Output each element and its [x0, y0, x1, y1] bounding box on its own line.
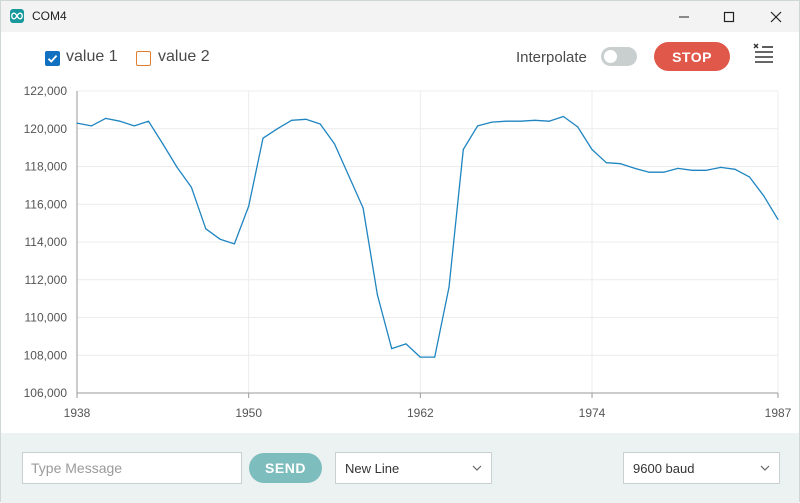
value1-checkbox[interactable] — [45, 51, 60, 66]
x-tick-label: 1962 — [407, 406, 434, 420]
send-button[interactable]: SEND — [249, 453, 322, 483]
y-tick-label: 106,000 — [24, 386, 68, 400]
clear-button[interactable] — [749, 43, 777, 69]
data-point — [147, 120, 150, 122]
clear-list-icon — [753, 43, 773, 63]
data-point — [777, 218, 779, 220]
y-tick-label: 112,000 — [25, 273, 68, 287]
checkmark-icon — [47, 54, 58, 63]
chevron-down-icon — [472, 465, 482, 471]
data-point — [276, 128, 278, 130]
data-point — [305, 118, 307, 120]
data-point — [434, 356, 436, 358]
line-ending-select[interactable]: New Line — [335, 452, 492, 484]
data-point — [605, 162, 607, 164]
line-ending-value: New Line — [345, 460, 400, 476]
data-point — [119, 120, 121, 122]
data-point — [333, 143, 336, 145]
window-title: COM4 — [32, 9, 67, 23]
data-point — [405, 343, 407, 345]
data-point — [634, 167, 636, 169]
baud-rate-select[interactable]: 9600 baud — [623, 452, 780, 484]
data-point — [76, 122, 78, 124]
data-point — [376, 294, 378, 296]
data-point — [763, 195, 765, 197]
title-bar: COM4 — [1, 1, 799, 32]
minimize-button[interactable] — [661, 1, 707, 32]
data-point — [691, 169, 693, 171]
data-point — [190, 186, 192, 188]
data-point — [348, 175, 350, 177]
x-tick-label: 1974 — [579, 406, 606, 420]
maximize-button[interactable] — [706, 1, 752, 32]
data-point — [262, 137, 264, 139]
data-point — [677, 167, 679, 169]
data-point — [391, 348, 393, 350]
x-tick-label: 1987 — [765, 406, 792, 420]
data-point — [176, 166, 178, 168]
message-input[interactable] — [22, 452, 242, 484]
data-point — [419, 356, 421, 358]
minimize-icon — [679, 16, 689, 17]
y-tick-label: 114,000 — [25, 235, 68, 249]
interpolate-label: Interpolate — [516, 49, 587, 66]
data-point — [620, 163, 622, 165]
data-point — [663, 171, 665, 173]
plot-chart: 122,000 120,000 118,000 116,000 114,000 112,0… — [24, 84, 792, 420]
interpolate-toggle[interactable] — [601, 47, 637, 66]
y-tick-label: 122,000 — [24, 84, 68, 98]
baud-rate-value: 9600 baud — [633, 460, 695, 476]
y-tick-label: 120,000 — [24, 122, 68, 136]
y-tick-label: 108,000 — [24, 348, 68, 362]
value2-label[interactable]: value 2 — [158, 48, 210, 65]
data-point — [133, 125, 135, 127]
data-point — [362, 207, 364, 209]
data-point — [562, 115, 565, 118]
data-point — [462, 148, 464, 151]
data-point — [248, 205, 250, 207]
data-point — [162, 143, 164, 145]
data-point — [233, 243, 235, 245]
data-point — [219, 238, 221, 240]
close-icon — [770, 11, 782, 22]
data-point — [548, 120, 550, 122]
x-tick-label: 1950 — [235, 406, 262, 420]
stop-button[interactable]: STOP — [654, 42, 730, 71]
data-point — [734, 168, 736, 170]
close-button[interactable] — [753, 1, 799, 32]
data-point — [748, 176, 751, 178]
data-point — [205, 228, 207, 230]
series-line-value1 — [76, 115, 779, 358]
y-tick-label: 116,000 — [25, 197, 68, 211]
data-point — [105, 117, 107, 119]
data-point — [477, 125, 479, 127]
data-point — [720, 166, 722, 168]
data-point — [491, 121, 493, 123]
toggle-knob — [604, 50, 617, 63]
data-point — [577, 126, 579, 128]
x-tick-label: 1938 — [64, 406, 91, 420]
value2-checkbox[interactable] — [136, 51, 151, 66]
data-point — [519, 120, 522, 122]
data-point — [505, 120, 507, 122]
data-point — [90, 125, 92, 127]
data-point — [319, 123, 321, 125]
y-tick-label: 110,000 — [25, 311, 68, 325]
data-point — [534, 119, 536, 121]
data-point — [591, 148, 593, 151]
y-tick-label: 118,000 — [25, 160, 68, 174]
arduino-infinity-icon — [10, 9, 24, 23]
chevron-down-icon — [760, 465, 770, 471]
data-point — [648, 171, 650, 173]
data-point — [705, 169, 708, 171]
maximize-icon — [723, 11, 735, 22]
data-point — [291, 119, 293, 121]
value1-label[interactable]: value 1 — [66, 48, 118, 65]
data-point — [448, 286, 450, 288]
